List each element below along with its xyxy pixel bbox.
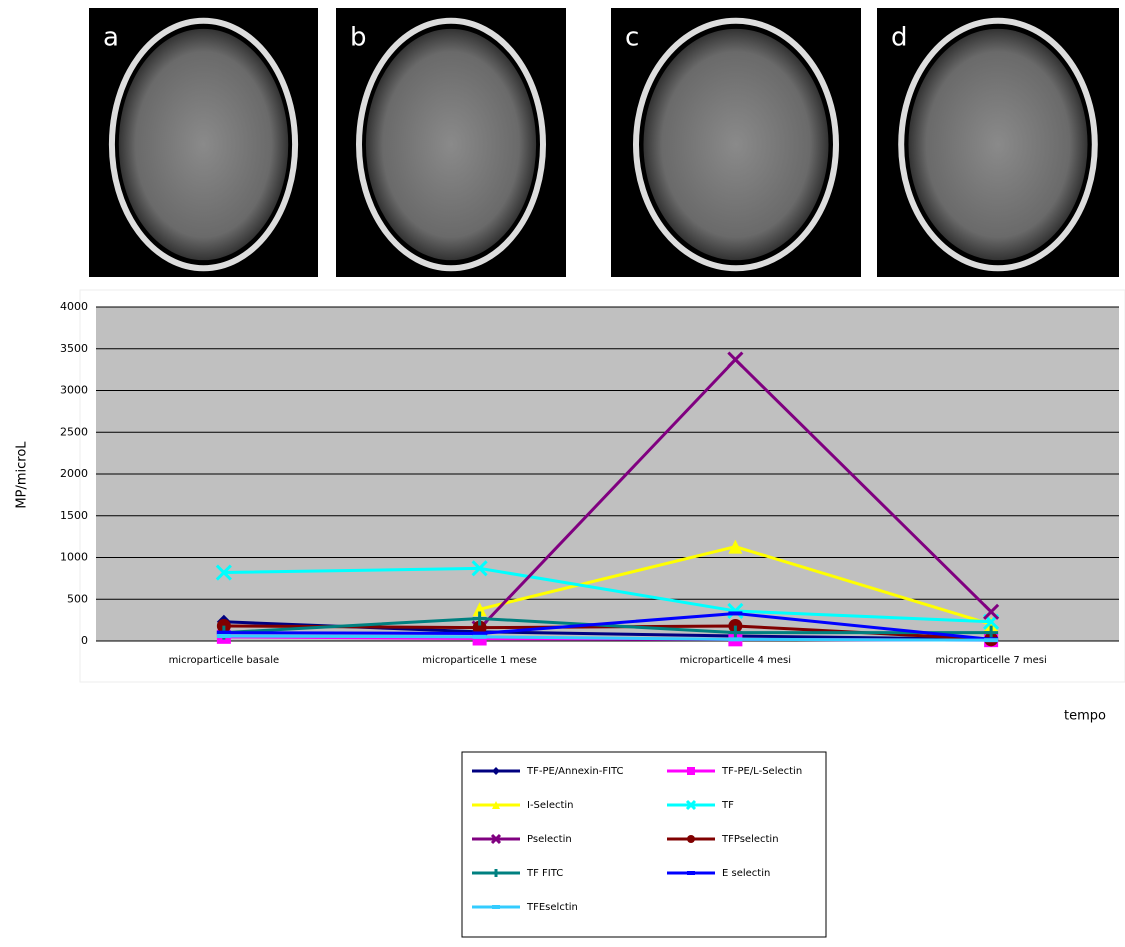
brain <box>119 29 288 260</box>
y-tick-label: 1000 <box>60 551 88 564</box>
legend-marker <box>687 835 695 843</box>
x-tick-label: microparticelle 7 mesi <box>935 655 1046 666</box>
y-tick-label: 500 <box>67 592 88 605</box>
image-panels: a b c d <box>89 8 1119 277</box>
legend-label: TFPselectin <box>721 834 779 845</box>
x-tick-label: microparticelle 1 mese <box>422 655 537 666</box>
brain <box>908 29 1087 260</box>
panel-label: a <box>103 23 119 53</box>
x-tick-label: microparticelle 4 mesi <box>680 655 791 666</box>
panel-label: b <box>350 23 367 53</box>
data-point <box>984 638 998 642</box>
data-point <box>217 634 231 638</box>
y-tick-label: 3000 <box>60 384 88 397</box>
legend-label: TF-PE/Annexin-FITC <box>526 766 624 777</box>
x-tick-label: microparticelle basale <box>169 655 280 666</box>
x-axis-label: tempo <box>1064 709 1106 724</box>
legend-label: E selectin <box>722 868 770 879</box>
y-tick-label: 0 <box>81 634 88 647</box>
y-tick-label: 2000 <box>60 467 88 480</box>
data-point <box>728 637 742 641</box>
legend-marker <box>687 767 695 775</box>
brain <box>366 29 536 260</box>
y-tick-label: 1500 <box>60 509 88 522</box>
panel-label: c <box>625 23 639 53</box>
legend-marker <box>687 871 695 875</box>
figure: a b c d MP/microL tempo 0 500 1000 1500 2000 250… <box>0 0 1125 947</box>
data-point <box>473 635 487 639</box>
data-point <box>728 611 742 615</box>
legend-marker <box>492 905 500 909</box>
legend-label: Pselectin <box>527 834 572 845</box>
legend-label: TF <box>721 800 734 811</box>
y-tick-label: 2500 <box>60 425 88 438</box>
legend-label: I-Selectin <box>527 800 574 811</box>
legend-label: TFEselctin <box>526 902 578 913</box>
y-tick-label: 4000 <box>60 300 88 313</box>
y-tick-label: 3500 <box>60 342 88 355</box>
legend-label: TF FITC <box>526 868 563 879</box>
panel-label: d <box>891 23 908 53</box>
legend-label: TF-PE/L-Selectin <box>721 766 802 777</box>
brain <box>644 29 829 260</box>
y-axis-label: MP/microL <box>15 441 30 509</box>
